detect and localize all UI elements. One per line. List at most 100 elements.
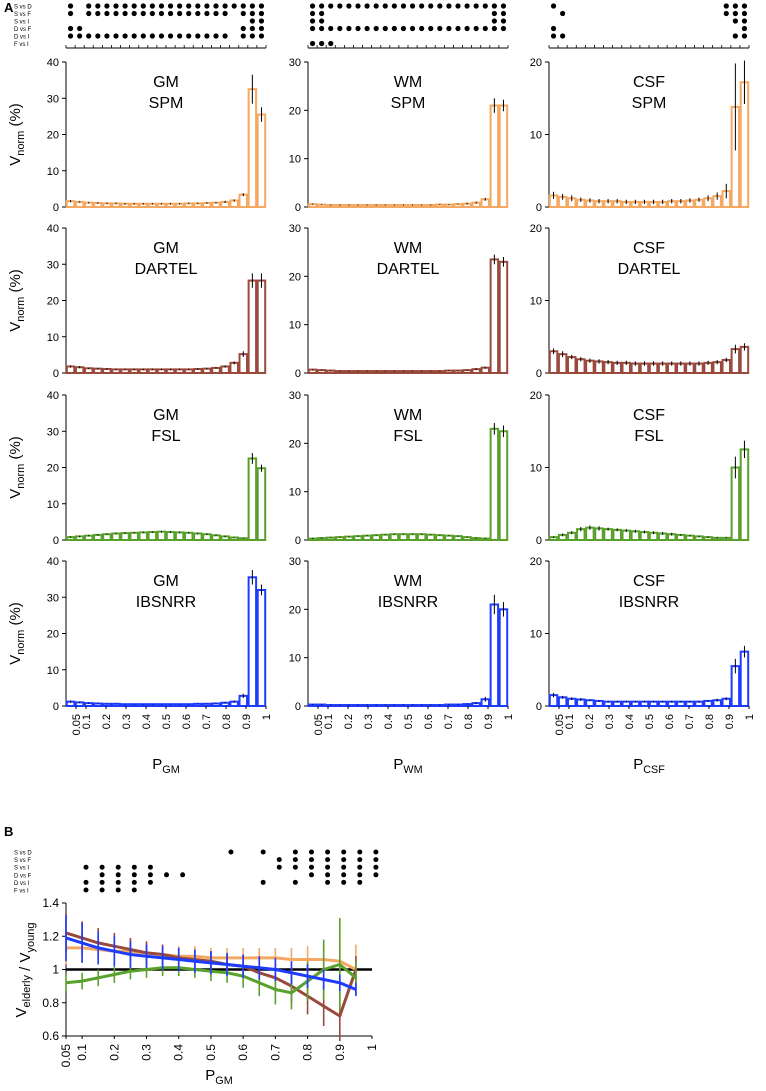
panel-label-a: A (4, 0, 14, 15)
significance-dot (140, 33, 146, 39)
significance-dot (115, 864, 121, 870)
panel-title-method: IBSNRR (136, 594, 196, 611)
histogram-bar (93, 702, 103, 708)
significance-dot (249, 33, 255, 39)
y-tick-label: 20 (47, 463, 59, 475)
significance-dot (115, 872, 121, 878)
comparison-label: D vs I (14, 881, 30, 887)
significance-dot (357, 849, 363, 855)
histogram-bar (389, 533, 400, 542)
histogram-bar (416, 533, 427, 542)
significance-dot (222, 10, 228, 17)
significance-dot (113, 10, 119, 17)
y-tick-label: 30 (47, 259, 59, 271)
histogram-bar (353, 535, 363, 542)
significance-dot (131, 872, 137, 878)
significance-dot (131, 3, 137, 9)
significance-dot (276, 857, 282, 863)
significance-dot (222, 3, 228, 9)
x-tick-label: 0.4 (141, 714, 153, 729)
y-tick-label: 20 (47, 296, 59, 308)
significance-dot (741, 25, 748, 32)
x-tick-label: 1 (365, 1044, 379, 1051)
significance-dot (428, 25, 434, 32)
histogram-bar (74, 200, 85, 209)
significance-dot (167, 10, 174, 17)
histogram-bar (489, 427, 500, 542)
histogram-bar (147, 531, 158, 542)
histogram-bar (498, 104, 509, 208)
significance-dot (391, 25, 397, 32)
significance-dot (258, 10, 265, 17)
histogram-bar (489, 104, 500, 208)
histogram-bar (120, 532, 130, 541)
y-tick-label: 40 (47, 223, 59, 235)
panel-title-tissue: GM (153, 573, 179, 590)
significance-dot (260, 849, 266, 855)
histogram-bar (211, 366, 221, 374)
y-tick-label: 10 (47, 665, 59, 677)
y-tick-label: 0 (53, 701, 59, 713)
significance-dot (113, 3, 119, 9)
significance-dot (186, 10, 192, 17)
histogram-bar (371, 534, 381, 542)
histogram-bar (498, 260, 509, 375)
significance-dot (147, 872, 153, 878)
significance-dot (249, 3, 255, 9)
y-tick-label: 0.8 (42, 996, 59, 1010)
significance-dot (741, 18, 748, 24)
panel-label-b: B (4, 824, 13, 839)
x-tick-label: 0.5 (204, 1044, 218, 1061)
y-tick-label: 10 (47, 499, 59, 511)
significance-dot (325, 872, 331, 878)
panel-title-method: IBSNRR (378, 594, 438, 611)
histogram-wm-dartel: 0 10 20 30 WM DARTEL (289, 223, 509, 380)
significance-dot (308, 849, 314, 855)
y-tick-label: 0 (536, 368, 542, 380)
significance-dot (231, 3, 237, 9)
significance-dot (437, 25, 443, 32)
significance-dot (158, 10, 165, 17)
histogram-bar (548, 350, 559, 374)
y-tick-label: 0 (295, 202, 301, 214)
significance-dot (400, 3, 407, 9)
significance-dot (195, 3, 201, 9)
comparison-label: S vs F (14, 12, 31, 18)
y-axis-label: Vnorm (%) (7, 269, 27, 332)
significance-dot (482, 3, 488, 9)
y-tick-label: 20 (289, 105, 301, 117)
histogram-csf-ibsnrr: 0 10 20 CSF IBSNRR (530, 556, 750, 713)
y-tick-label: 30 (289, 223, 301, 235)
x-tick-label: 0.2 (107, 1044, 121, 1061)
significance-dot (319, 18, 325, 24)
histogram-csf-spm: 0 10 20 CSF SPM (530, 57, 750, 214)
significance-dot (131, 33, 137, 39)
x-tick-label: 0.5 (403, 714, 415, 729)
significance-dot (222, 33, 228, 39)
histogram-bar (380, 533, 391, 542)
histogram-bar (256, 467, 267, 542)
histogram-bar (211, 702, 221, 708)
significance-dot (99, 887, 105, 893)
significance-dot (409, 25, 416, 32)
significance-dot (213, 3, 219, 9)
significance-dot (95, 3, 101, 9)
significance-dot (355, 3, 361, 9)
significance-dot (258, 3, 265, 9)
significance-dot (195, 10, 201, 17)
y-tick-label: 30 (47, 93, 59, 105)
significance-dot (373, 849, 379, 855)
significance-dot (83, 864, 89, 870)
y-tick-label: 40 (47, 390, 59, 402)
significance-dot (391, 3, 397, 9)
significance-dot (104, 33, 110, 39)
panel-title-tissue: CSF (633, 573, 665, 590)
significance-dot (550, 33, 557, 39)
y-tick-label: 0 (295, 701, 301, 713)
significance-dot (131, 887, 137, 893)
significance-dot (741, 10, 748, 17)
significance-dot (500, 25, 507, 32)
y-tick-label: 10 (289, 487, 301, 499)
x-tick-label: 0.8 (463, 714, 475, 729)
y-tick-label: 20 (289, 271, 301, 283)
